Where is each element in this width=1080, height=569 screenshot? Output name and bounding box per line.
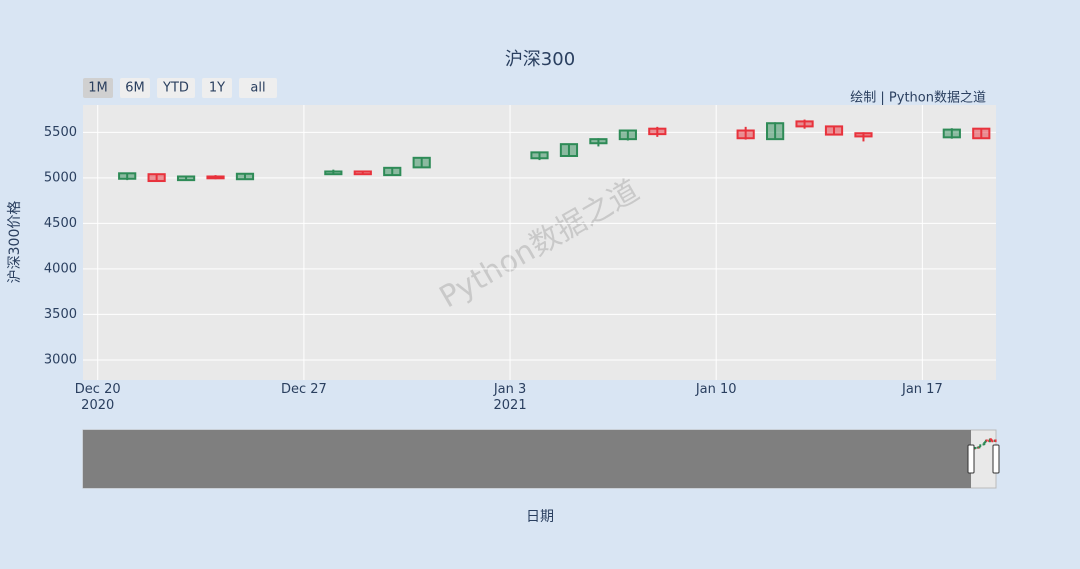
candle-body [994, 439, 997, 443]
candle-body [991, 440, 994, 443]
plot-area [83, 105, 996, 380]
slider-handle[interactable] [992, 444, 1000, 474]
candle-body [147, 173, 166, 183]
candle-body [559, 143, 579, 157]
y-tick-label: 3000 [44, 352, 77, 367]
range-button-label[interactable]: 1Y [209, 81, 225, 96]
range-button-label[interactable]: YTD [162, 81, 189, 96]
candle-body [206, 175, 225, 180]
candle-body [412, 156, 431, 169]
candle-body [854, 132, 873, 138]
x-tick-label: Dec 20 2020 [74, 382, 121, 413]
candle-body [979, 444, 982, 447]
candle-body [118, 172, 137, 180]
y-tick-label: 4500 [44, 216, 77, 231]
candle-body [383, 166, 402, 177]
x-tick-label: Jan 10 [695, 382, 737, 397]
candle-body [618, 129, 637, 141]
x-tick-label: Jan 17 [902, 382, 943, 397]
y-tick-label: 5500 [44, 125, 77, 140]
candle-body [324, 170, 343, 176]
slider-handle[interactable] [967, 444, 975, 474]
range-button[interactable] [83, 78, 113, 98]
y-tick-label: 3500 [44, 307, 77, 322]
x-tick-label: Jan 3 2021 [493, 382, 527, 413]
candle-body [972, 127, 991, 140]
candle-body [353, 170, 372, 176]
candle-body [824, 125, 844, 136]
candle-body [766, 122, 785, 141]
range-button-label[interactable]: all [250, 81, 265, 96]
candle-body [795, 120, 814, 128]
chart-title: 沪深300 [505, 49, 575, 70]
y-tick-label: 5000 [44, 170, 77, 185]
y-axis-title: 沪深300价格 [7, 201, 23, 284]
x-axis-title: 日期 [526, 509, 554, 525]
candle-body [648, 127, 667, 136]
candle-body [235, 172, 255, 181]
range-button[interactable] [202, 78, 232, 98]
candle-body [589, 138, 608, 145]
range-button-label[interactable]: 6M [125, 81, 145, 96]
candle-body [736, 129, 755, 140]
candle-body [985, 439, 988, 442]
y-tick-label: 4000 [44, 261, 77, 276]
annotation: 绘制 | Python数据之道 [850, 91, 986, 106]
range-button[interactable] [239, 78, 277, 98]
candle-body [974, 447, 977, 449]
candle-body [176, 175, 196, 182]
candle-body [942, 128, 961, 139]
range-button-label[interactable]: 1M [88, 81, 108, 96]
slider-mask [83, 430, 972, 488]
x-tick-label: Dec 27 [280, 382, 327, 397]
candle-body [530, 151, 549, 160]
range-button[interactable] [157, 78, 195, 98]
range-button[interactable] [120, 78, 150, 98]
